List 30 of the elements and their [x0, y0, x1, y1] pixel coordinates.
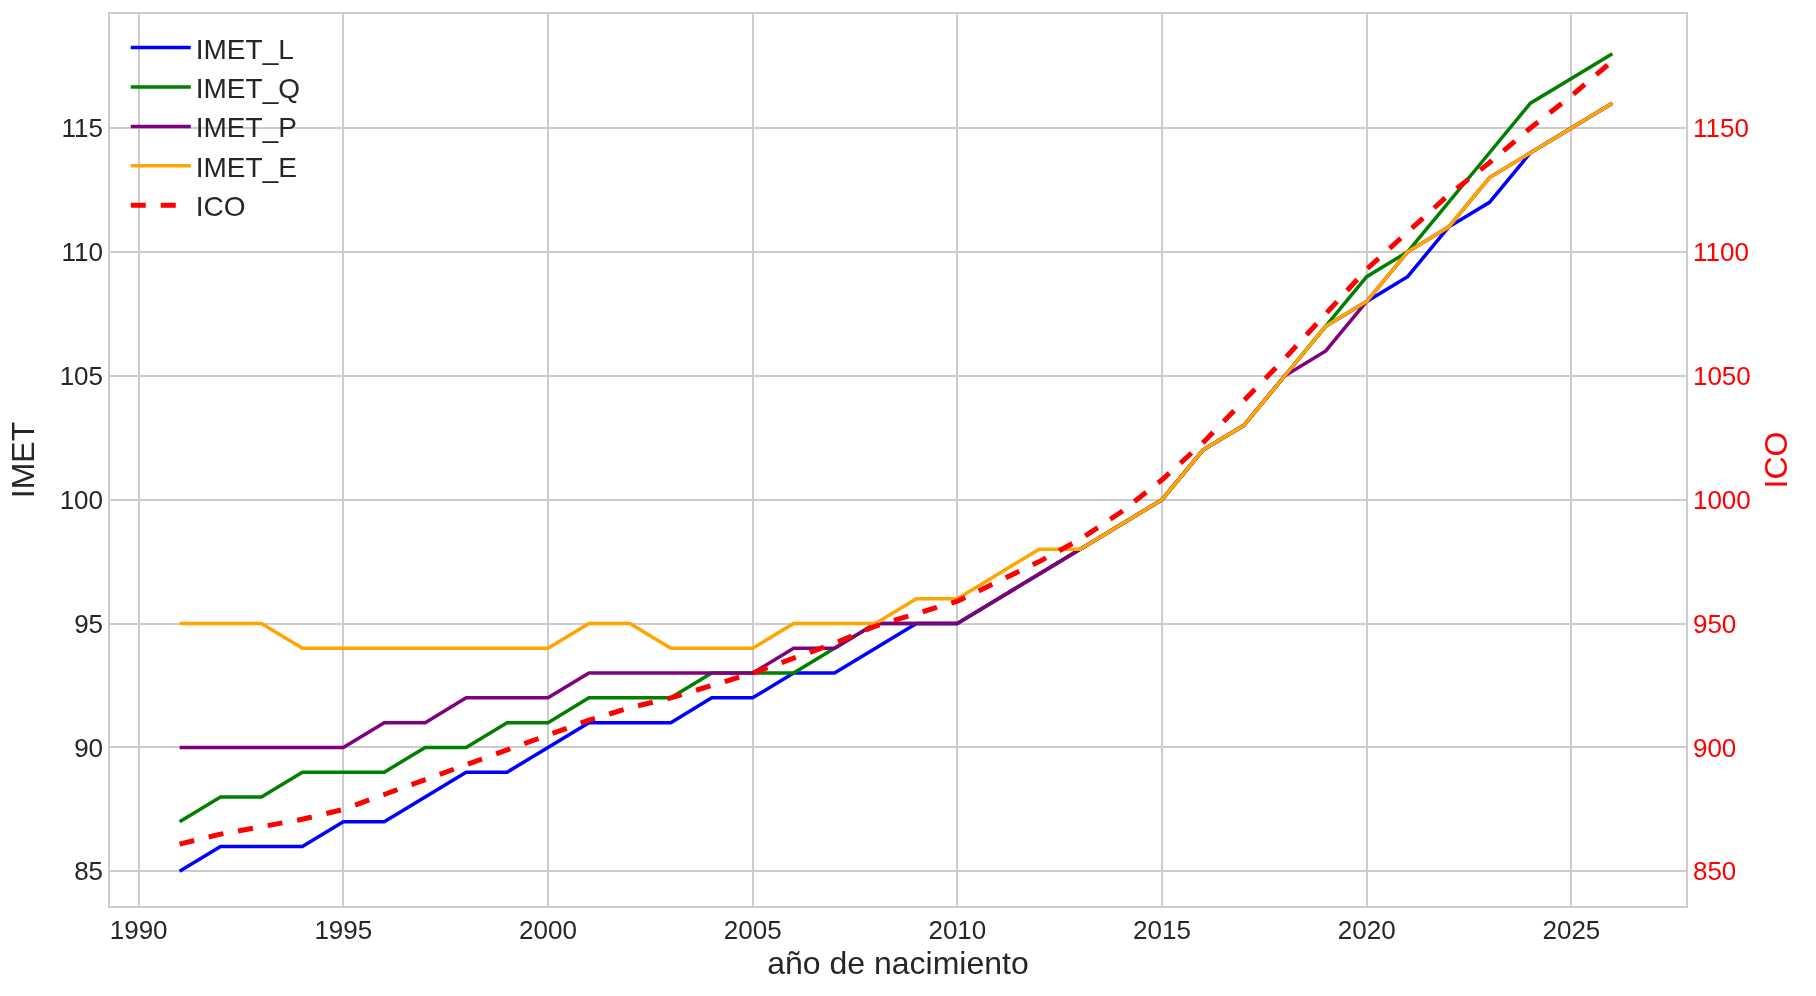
y2-tick-label: 950 — [1692, 608, 1737, 639]
y2-tick-label: 1000 — [1692, 484, 1751, 515]
y-axis-title: IMET — [5, 421, 42, 499]
x-tick-label: 2015 — [1133, 914, 1191, 945]
y2-tick-label: 900 — [1692, 732, 1737, 763]
x-tick-label: 2020 — [1337, 914, 1396, 945]
legend-label: IMET_Q — [195, 72, 300, 104]
y2-tick-label: 1050 — [1692, 360, 1751, 391]
x-tick-label: 2005 — [723, 914, 782, 945]
y2-tick-label: 850 — [1692, 856, 1737, 887]
y2-tick-label: 1100 — [1692, 236, 1749, 267]
y-tick-label: 115 — [61, 113, 104, 144]
y-tick-label: 100 — [59, 484, 104, 515]
y-tick-label: 85 — [74, 856, 104, 887]
x-tick-label: 2010 — [928, 914, 987, 945]
legend-label: ICO — [195, 191, 246, 223]
y-tick-label: 90 — [74, 732, 104, 763]
legend-label: IMET_P — [195, 112, 297, 144]
y-tick-label: 105 — [59, 360, 104, 391]
y-tick-label: 95 — [74, 608, 104, 639]
y2-tick-label: 1150 — [1692, 113, 1749, 144]
x-axis-title: año de nacimiento — [767, 944, 1029, 981]
x-tick-label: 1995 — [314, 914, 373, 945]
x-tick-label: 2000 — [519, 914, 577, 945]
legend-label: IMET_E — [195, 151, 297, 183]
x-tick-label: 2025 — [1542, 914, 1601, 945]
y-tick-label: 110 — [61, 236, 104, 267]
y2-axis-title: ICO — [1758, 431, 1795, 489]
legend-label: IMET_L — [195, 33, 294, 65]
x-tick-label: 1990 — [109, 914, 168, 945]
